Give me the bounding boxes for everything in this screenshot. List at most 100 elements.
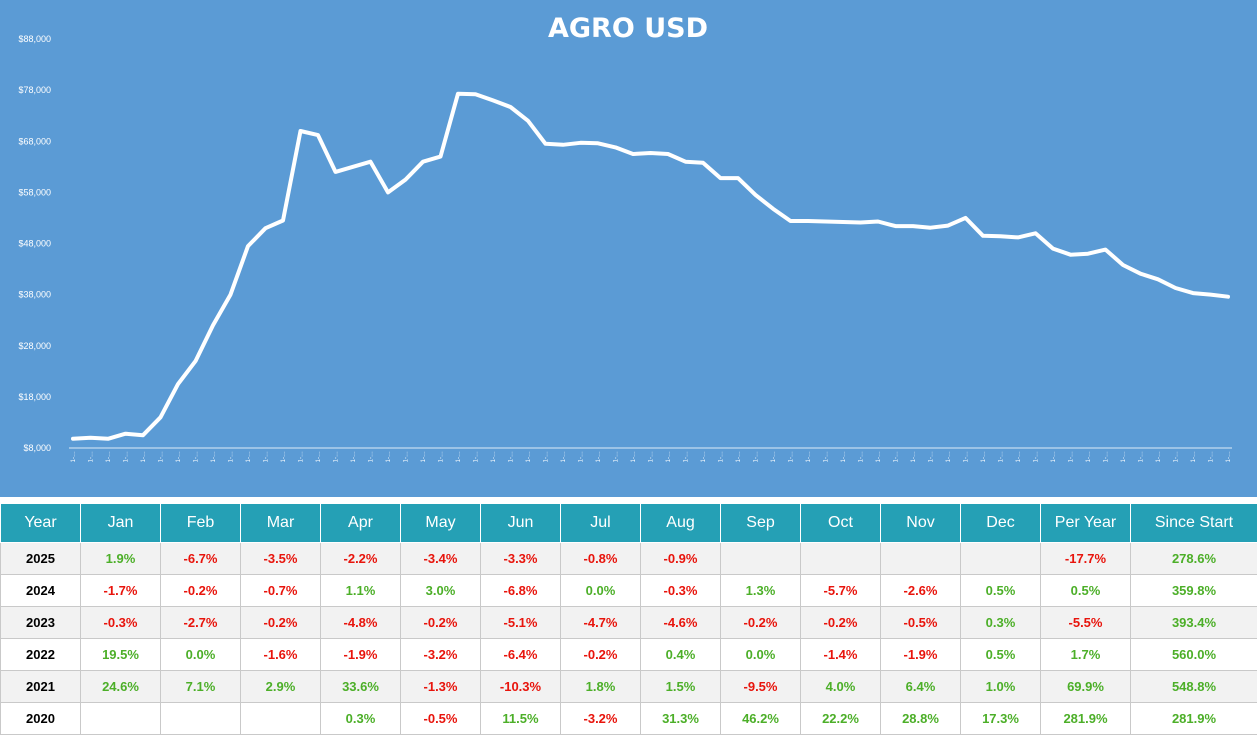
- x-tick-label: 1-…: [666, 451, 672, 462]
- monthly-returns-table: Year Jan Feb Mar Apr May Jun Jul Aug Sep Oct Nov Dec…: [0, 503, 1257, 735]
- x-tick-label: 1-…: [1174, 451, 1180, 462]
- x-tick-label: 1-…: [1226, 451, 1232, 462]
- x-tick-label: 1-…: [859, 451, 865, 462]
- return-cell: -5.7%: [800, 574, 881, 607]
- return-cell: 0.5%: [960, 574, 1041, 607]
- equity-chart: AGRO USD $8,000 $18,000 $28,000 $38,000 $48,…: [18, 13, 1232, 462]
- x-tick-label: 1-…: [421, 451, 427, 462]
- series-line: [71, 91, 1230, 441]
- return-cell: 281.9%: [1040, 702, 1131, 735]
- x-tick-label: 1-…: [929, 451, 935, 462]
- return-cell: -0.9%: [640, 542, 721, 575]
- return-cell: 0.0%: [160, 638, 241, 671]
- return-cell: 1.8%: [560, 670, 641, 703]
- return-cell: -4.8%: [320, 606, 401, 639]
- return-cell: -0.2%: [720, 606, 801, 639]
- y-tick-label: $68,000: [18, 136, 51, 146]
- x-tick-label: 1-…: [736, 451, 742, 462]
- x-tick-label: 1-…: [526, 451, 532, 462]
- x-tick-label: 1-…: [194, 451, 200, 462]
- x-tick-label: 1-…: [824, 451, 830, 462]
- x-tick-label: 1-…: [176, 451, 182, 462]
- return-cell: [960, 542, 1041, 575]
- column-header: Sep: [720, 503, 801, 543]
- y-tick-label: $48,000: [18, 239, 51, 249]
- x-tick-label: 1-…: [649, 451, 655, 462]
- return-cell: -0.7%: [240, 574, 321, 607]
- year-cell: 2021: [0, 670, 81, 703]
- y-tick-label: $28,000: [18, 341, 51, 351]
- x-tick-label: 1-…: [754, 451, 760, 462]
- return-cell: -0.5%: [400, 702, 481, 735]
- table-row: 2021 24.6% 7.1% 2.9% 33.6% -1.3% -10.3% 1.8% 1.5…: [0, 670, 1257, 703]
- return-cell: -0.2%: [240, 606, 321, 639]
- year-cell: 2024: [0, 574, 81, 607]
- x-tick-label: 1-…: [1086, 451, 1092, 462]
- column-header: May: [400, 503, 481, 543]
- column-header: Mar: [240, 503, 321, 543]
- x-tick-label: 1-…: [946, 451, 952, 462]
- return-cell: -5.1%: [480, 606, 561, 639]
- x-tick-label: 1-…: [456, 451, 462, 462]
- x-tick-label: 1-…: [544, 451, 550, 462]
- x-tick-label: 1-…: [159, 451, 165, 462]
- year-cell: 2020: [0, 702, 81, 735]
- return-cell: 46.2%: [720, 702, 801, 735]
- x-tick-label: 1-…: [596, 451, 602, 462]
- return-cell: 1.0%: [960, 670, 1041, 703]
- chart-title: AGRO USD: [548, 13, 708, 44]
- x-tick-label: 1-…: [334, 451, 340, 462]
- y-tick-label: $58,000: [18, 187, 51, 197]
- return-cell: [80, 702, 161, 735]
- x-tick-label: 1-…: [579, 451, 585, 462]
- table-row: 2024 -1.7% -0.2% -0.7% 1.1% 3.0% -6.8% 0.0% -0.3…: [0, 574, 1257, 607]
- return-cell: -0.2%: [160, 574, 241, 607]
- x-axis: 1-… 1-… 1-… 1-… 1-… 1-… 1-… 1-… 1-… 1-… 1-… 1-… 1-… 1…: [69, 447, 1232, 462]
- return-cell: -5.5%: [1040, 606, 1131, 639]
- return-cell: -3.2%: [560, 702, 641, 735]
- x-tick-label: 1-…: [299, 451, 305, 462]
- x-tick-label: 1-…: [106, 451, 112, 462]
- x-tick-label: 1-…: [229, 451, 235, 462]
- return-cell: 0.4%: [640, 638, 721, 671]
- x-tick-label: 1-…: [981, 451, 987, 462]
- return-cell: 0.0%: [560, 574, 641, 607]
- column-header: Jan: [80, 503, 161, 543]
- return-cell: -0.8%: [560, 542, 641, 575]
- return-cell: 2.9%: [240, 670, 321, 703]
- x-tick-label: 1-…: [281, 451, 287, 462]
- return-cell: 278.6%: [1130, 542, 1257, 575]
- return-cell: -2.7%: [160, 606, 241, 639]
- year-cell: 2023: [0, 606, 81, 639]
- return-cell: -6.8%: [480, 574, 561, 607]
- x-tick-label: 1-…: [386, 451, 392, 462]
- column-header: Apr: [320, 503, 401, 543]
- x-tick-label: 1-…: [141, 451, 147, 462]
- x-tick-label: 1-…: [491, 451, 497, 462]
- column-header: Feb: [160, 503, 241, 543]
- x-tick-label: 1-…: [631, 451, 637, 462]
- return-cell: -1.4%: [800, 638, 881, 671]
- column-header: Dec: [960, 503, 1041, 543]
- x-tick-label: 1-…: [124, 451, 130, 462]
- return-cell: [800, 542, 881, 575]
- return-cell: [720, 542, 801, 575]
- x-tick-label: 1-…: [246, 451, 252, 462]
- return-cell: 0.3%: [960, 606, 1041, 639]
- x-tick-label: 1-…: [369, 451, 375, 462]
- y-tick-label: $78,000: [18, 85, 51, 95]
- x-tick-label: 1-…: [806, 451, 812, 462]
- return-cell: 1.5%: [640, 670, 721, 703]
- return-cell: -17.7%: [1040, 542, 1131, 575]
- x-tick-label: 1-…: [89, 451, 95, 462]
- return-cell: [160, 702, 241, 735]
- x-tick-label: 1-…: [1209, 451, 1215, 462]
- x-tick-label: 1-…: [211, 451, 217, 462]
- return-cell: 31.3%: [640, 702, 721, 735]
- y-tick-label: $38,000: [18, 290, 51, 300]
- return-cell: -2.6%: [880, 574, 961, 607]
- y-tick-label: $8,000: [23, 443, 51, 453]
- return-cell: 1.3%: [720, 574, 801, 607]
- x-tick-label: 1-…: [1051, 451, 1057, 462]
- x-tick-label: 1-…: [1139, 451, 1145, 462]
